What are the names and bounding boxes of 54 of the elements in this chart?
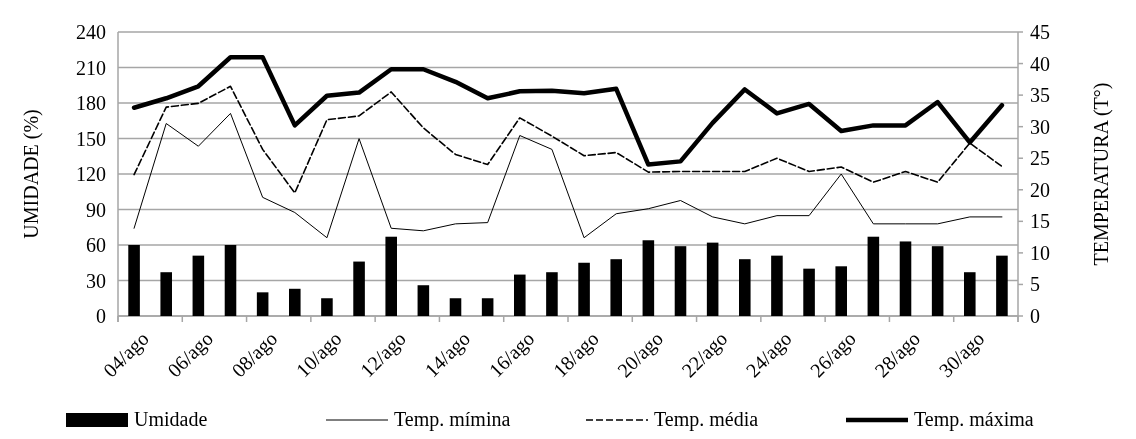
line-series [133, 112, 1003, 239]
legend-label: Umidade [134, 408, 208, 430]
bar [706, 242, 719, 316]
y2-tick-label: 40 [1030, 52, 1050, 75]
bar [514, 274, 526, 316]
bar [546, 272, 558, 316]
y2-tick-label: 45 [1030, 21, 1050, 43]
y-tick-label: 240 [76, 21, 106, 43]
y-tick-label: 150 [76, 127, 106, 150]
bar [192, 255, 205, 316]
legend-label: Temp. média [654, 408, 759, 431]
y2-tick-label: 25 [1030, 147, 1050, 170]
y-tick-label: 0 [96, 305, 106, 327]
y-tick-label: 210 [76, 56, 106, 79]
bar [385, 236, 397, 316]
bar [256, 292, 269, 316]
bar [353, 261, 365, 316]
y-tick-label: 30 [86, 269, 106, 292]
bar [899, 241, 912, 316]
bar [867, 236, 880, 316]
bar [674, 246, 687, 316]
bar [739, 259, 751, 316]
legend-label: Temp. máxima [914, 408, 1034, 431]
y-tick-label: 90 [86, 198, 106, 221]
bar [481, 298, 494, 316]
y-axis-title: UMIDADE (%) [20, 109, 43, 239]
y2-tick-label: 30 [1030, 115, 1050, 138]
y2-axis-title: TEMPERATURA (T°) [1090, 82, 1113, 266]
bar [771, 255, 783, 316]
bar [449, 298, 462, 316]
bar [642, 240, 655, 316]
y2-tick-label: 20 [1030, 178, 1050, 201]
y-tick-label: 180 [76, 92, 106, 114]
bar [835, 266, 847, 316]
bar [417, 285, 430, 316]
bar [931, 246, 944, 316]
y-tick-label: 60 [86, 234, 106, 256]
legend-label: Temp. mímina [394, 408, 511, 431]
bar [803, 268, 815, 316]
bar [289, 288, 301, 316]
y2-tick-label: 35 [1030, 84, 1050, 107]
y2-tick-label: 0 [1030, 305, 1040, 327]
bar [160, 272, 172, 316]
y2-tick-label: 10 [1030, 241, 1050, 264]
bar [578, 262, 590, 316]
y2-tick-label: 15 [1030, 210, 1050, 233]
bar [128, 245, 140, 316]
bar [321, 298, 333, 316]
bar [610, 259, 622, 316]
y-tick-label: 120 [76, 163, 106, 185]
bar [964, 272, 976, 316]
bar [996, 255, 1008, 316]
bar [224, 245, 237, 316]
y2-tick-label: 5 [1030, 273, 1040, 296]
